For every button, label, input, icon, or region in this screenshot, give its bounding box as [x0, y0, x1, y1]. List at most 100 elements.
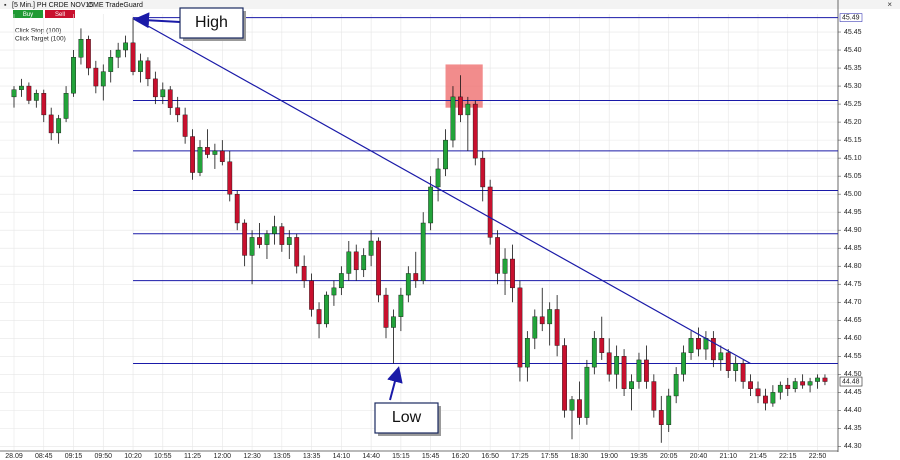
candle-body [56, 118, 62, 134]
sell-button[interactable] [45, 10, 75, 18]
candle-body [272, 226, 277, 235]
candle-body [487, 186, 493, 238]
candle-body [227, 161, 233, 195]
candle-body [763, 395, 768, 404]
x-tick-label: 14:10 [333, 453, 351, 460]
candle-body [234, 193, 240, 224]
x-tick-label: 10:20 [124, 453, 142, 460]
candle-body [108, 57, 114, 72]
x-tick-label: 16:50 [481, 453, 499, 460]
candle-body [718, 352, 724, 361]
x-tick-label: 20:40 [690, 453, 708, 460]
instrument: [5 Min.] PH CRDE NOV15 [12, 2, 93, 9]
candle-body [219, 150, 225, 162]
level-label: 45.49 [842, 14, 860, 21]
price-marker-label: 44.48 [842, 378, 860, 385]
y-tick-label: 44.45 [844, 389, 862, 396]
x-tick-label: 12:30 [243, 453, 261, 460]
candle-body [621, 356, 627, 389]
candle-body [71, 57, 76, 94]
callout-label: Low [392, 409, 422, 426]
candle-body [301, 266, 307, 281]
y-tick-label: 44.55 [844, 353, 862, 360]
click-target[interactable]: Click Target (100) [15, 36, 66, 43]
candle-body [48, 114, 54, 134]
callout-box [374, 402, 439, 434]
candle-body [569, 399, 575, 411]
candle-body [353, 251, 359, 271]
buy-label[interactable]: Buy [23, 12, 33, 18]
candle-body [800, 381, 806, 386]
candle-body [264, 233, 270, 245]
candle-body [309, 280, 314, 310]
x-tick-label: 22:50 [809, 453, 827, 460]
y-tick-label: 45.45 [844, 29, 862, 36]
icon: ▪ [4, 2, 7, 9]
candle-body [368, 240, 374, 256]
y-tick-label: 44.60 [844, 335, 862, 342]
x-tick-label: 21:45 [749, 453, 767, 460]
y-tick-label: 45.25 [844, 101, 862, 108]
candle-body [138, 60, 143, 72]
candle-body [190, 136, 195, 173]
candle-body [428, 186, 434, 224]
candle-body [584, 366, 590, 418]
candle-body [175, 107, 181, 116]
candle-body [376, 240, 381, 296]
y-tick-label: 45.40 [844, 47, 862, 54]
candle-body [770, 392, 776, 404]
y-tick-label: 44.95 [844, 209, 862, 216]
candle-body [123, 42, 129, 51]
candle-body [688, 338, 694, 353]
candle-body [11, 89, 17, 98]
candle-body [792, 381, 798, 389]
y-tick-label: 44.30 [844, 443, 862, 450]
candle-body [480, 157, 486, 188]
y-tick-label: 44.75 [844, 281, 862, 288]
candle-body [286, 237, 292, 245]
candle-body [145, 60, 151, 80]
candle-body [435, 168, 441, 188]
candle-body [361, 255, 367, 271]
candle-body [666, 395, 672, 425]
candle-body [614, 356, 620, 375]
x-tick-label: 12:00 [214, 453, 232, 460]
buy-button[interactable] [13, 10, 43, 18]
title-bar [0, 0, 900, 9]
x-tick-label: 19:35 [630, 453, 648, 460]
candle-body [324, 294, 329, 325]
x-tick-label: 20:05 [660, 453, 678, 460]
x-tick-label: 17:55 [541, 453, 559, 460]
candle-body [167, 89, 173, 108]
candle-body [696, 338, 701, 350]
candle-body [19, 85, 24, 90]
candle-body [450, 96, 456, 141]
x-tick-label: 21:10 [719, 453, 737, 460]
candle-body [748, 381, 753, 389]
candle-body [495, 237, 500, 274]
candle-body [242, 222, 248, 256]
candle-body [398, 294, 404, 317]
candle-body [413, 273, 419, 281]
click-stop[interactable]: Click Stop (100) [15, 28, 61, 35]
candle-body [777, 384, 783, 393]
close-button[interactable]: × [887, 0, 892, 9]
candle-body [524, 338, 530, 368]
candle-body [152, 78, 158, 98]
x-tick-label: 17:25 [511, 453, 529, 460]
candle-body [338, 273, 344, 289]
x-tick-label: 16:20 [452, 453, 470, 460]
candle-body [532, 316, 538, 339]
y-tick-label: 45.10 [844, 155, 862, 162]
y-tick-label: 45.35 [844, 65, 862, 72]
candle-body [405, 273, 411, 296]
candle-body [182, 114, 188, 137]
x-tick-label: 13:05 [273, 453, 291, 460]
sell-label[interactable]: Sell [55, 12, 65, 18]
x-tick-label: 10:55 [154, 453, 172, 460]
x-tick-label: 13:35 [303, 453, 321, 460]
candle-body [85, 39, 91, 69]
x-tick-label: 09:50 [95, 453, 113, 460]
x-tick-label: 19:00 [600, 453, 618, 460]
